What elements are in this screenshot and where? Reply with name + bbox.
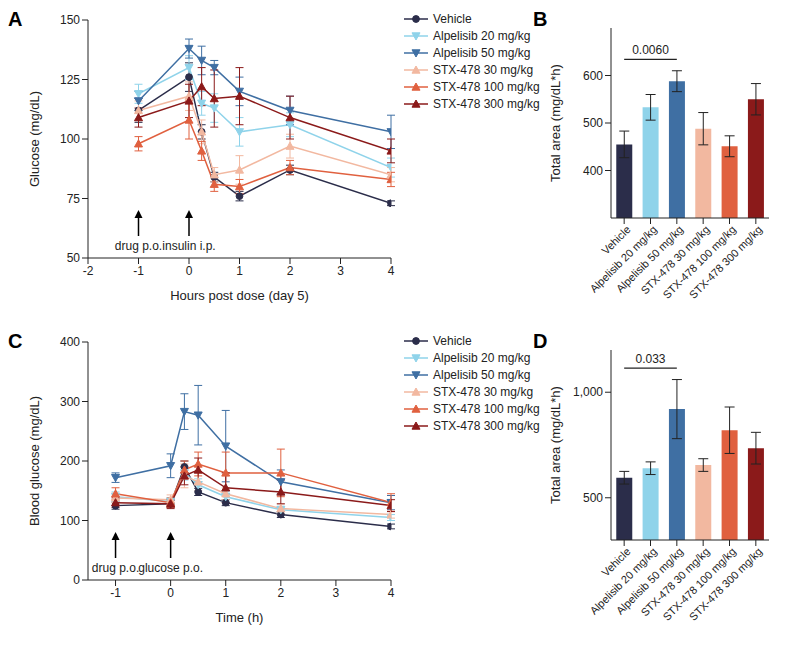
html-text:STX-478 30 mg/kg: STX-478 30 mg/kg <box>433 62 534 77</box>
svg-text:100: 100 <box>60 132 80 146</box>
html-text:Alpelisib 50 mg/kg: Alpelisib 50 mg/kg <box>433 367 531 382</box>
svg-text:Vehicle: Vehicle <box>599 223 633 257</box>
svg-text:1: 1 <box>222 586 229 600</box>
svg-text:STX-478 100 mg/kg: STX-478 100 mg/kg <box>660 223 738 301</box>
html-text:C: C <box>8 330 23 352</box>
svg-text:4: 4 <box>388 586 395 600</box>
html-text:Alpelisib 50 mg/kg: Alpelisib 50 mg/kg <box>433 45 531 60</box>
svg-text:1,000: 1,000 <box>573 385 603 399</box>
svg-text:4: 4 <box>388 264 395 278</box>
svg-text:Glucose (mg/dL): Glucose (mg/dL) <box>27 91 42 187</box>
svg-text:0: 0 <box>167 586 174 600</box>
svg-text:STX-478 30 mg/kg: STX-478 30 mg/kg <box>638 223 712 297</box>
svg-text:200: 200 <box>60 454 80 468</box>
svg-text:-1: -1 <box>110 586 121 600</box>
svg-text:1: 1 <box>236 264 243 278</box>
svg-text:0.0060: 0.0060 <box>632 43 669 57</box>
svg-text:600: 600 <box>583 69 603 83</box>
svg-text:3: 3 <box>337 264 344 278</box>
svg-text:STX-478 300 mg/kg: STX-478 300 mg/kg <box>687 223 765 301</box>
svg-text:300: 300 <box>60 395 80 409</box>
html-text:B: B <box>533 8 548 30</box>
svg-text:Alpelisib 50 mg/kg: Alpelisib 50 mg/kg <box>613 545 686 617</box>
svg-text:Alpelisib 50 mg/kg: Alpelisib 50 mg/kg <box>613 223 686 295</box>
svg-text:drug p.o.: drug p.o. <box>92 561 139 575</box>
svg-text:STX-478 300 mg/kg: STX-478 300 mg/kg <box>687 545 765 623</box>
svg-text:0: 0 <box>186 264 193 278</box>
svg-text:Alpelisib 20 mg/kg: Alpelisib 20 mg/kg <box>587 545 659 617</box>
svg-text:Vehicle: Vehicle <box>599 545 633 579</box>
svg-text:50: 50 <box>67 251 81 265</box>
svg-text:STX-478 100 mg/kg: STX-478 100 mg/kg <box>660 545 738 623</box>
html-text:STX-478 300 mg/kg: STX-478 300 mg/kg <box>433 418 540 433</box>
svg-text:125: 125 <box>60 73 80 87</box>
svg-text:400: 400 <box>583 164 603 178</box>
svg-text:150: 150 <box>60 13 80 27</box>
svg-text:100: 100 <box>60 514 80 528</box>
svg-text:500: 500 <box>583 491 603 505</box>
svg-text:Time (h): Time (h) <box>216 610 264 625</box>
html-text:Vehicle: Vehicle <box>433 333 472 348</box>
html-text:Vehicle: Vehicle <box>433 11 472 26</box>
svg-text:Hours post dose (day 5): Hours post dose (day 5) <box>170 288 309 303</box>
svg-text:-1: -1 <box>133 264 144 278</box>
svg-text:insulin i.p.: insulin i.p. <box>162 239 215 253</box>
svg-text:400: 400 <box>60 335 80 349</box>
svg-text:STX-478 30 mg/kg: STX-478 30 mg/kg <box>638 545 712 619</box>
html-text:STX-478 300 mg/kg: STX-478 300 mg/kg <box>433 96 540 111</box>
svg-text:0: 0 <box>73 573 80 587</box>
svg-text:drug p.o.: drug p.o. <box>115 239 162 253</box>
svg-text:-2: -2 <box>83 264 94 278</box>
svg-text:glucose p.o.: glucose p.o. <box>138 561 203 575</box>
html-text:STX-478 30 mg/kg: STX-478 30 mg/kg <box>433 384 534 399</box>
svg-text:3: 3 <box>333 586 340 600</box>
svg-text:500: 500 <box>583 116 603 130</box>
svg-text:Blood glucose (mg/dL): Blood glucose (mg/dL) <box>27 396 42 526</box>
html-text:D: D <box>533 330 548 352</box>
html-text:Alpelisib 20 mg/kg: Alpelisib 20 mg/kg <box>433 28 531 43</box>
svg-text:Total area (mg/dL*h): Total area (mg/dL*h) <box>548 64 563 182</box>
html-text:STX-478 100 mg/kg: STX-478 100 mg/kg <box>433 401 540 416</box>
html-text:STX-478 100 mg/kg: STX-478 100 mg/kg <box>433 79 540 94</box>
svg-text:2: 2 <box>287 264 294 278</box>
html-text:A: A <box>8 8 23 30</box>
html-text:Alpelisib 20 mg/kg: Alpelisib 20 mg/kg <box>433 350 531 365</box>
svg-text:75: 75 <box>67 192 81 206</box>
svg-text:2: 2 <box>277 586 284 600</box>
svg-text:Alpelisib 20 mg/kg: Alpelisib 20 mg/kg <box>587 223 659 295</box>
svg-text:Total area (mg/dL*h): Total area (mg/dL*h) <box>548 386 563 504</box>
svg-text:0.033: 0.033 <box>635 352 665 366</box>
